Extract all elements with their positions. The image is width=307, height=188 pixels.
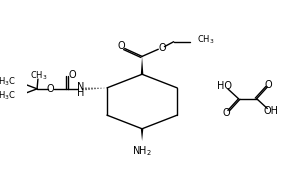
Text: O: O	[158, 43, 166, 53]
Text: H$_3$C: H$_3$C	[0, 89, 16, 102]
Text: CH$_3$: CH$_3$	[30, 69, 47, 82]
Text: OH: OH	[263, 106, 278, 117]
Text: CH$_3$: CH$_3$	[197, 34, 215, 46]
Text: NH$_2$: NH$_2$	[132, 144, 152, 158]
Text: H: H	[77, 88, 85, 98]
Text: O: O	[118, 41, 125, 51]
Polygon shape	[141, 56, 143, 74]
Text: O: O	[68, 70, 76, 80]
Text: HO: HO	[217, 81, 232, 91]
Text: O: O	[265, 80, 273, 90]
Polygon shape	[141, 129, 143, 141]
Text: H$_3$C: H$_3$C	[0, 76, 16, 89]
Text: N: N	[77, 82, 85, 92]
Text: O: O	[47, 84, 55, 94]
Text: O: O	[223, 108, 230, 118]
